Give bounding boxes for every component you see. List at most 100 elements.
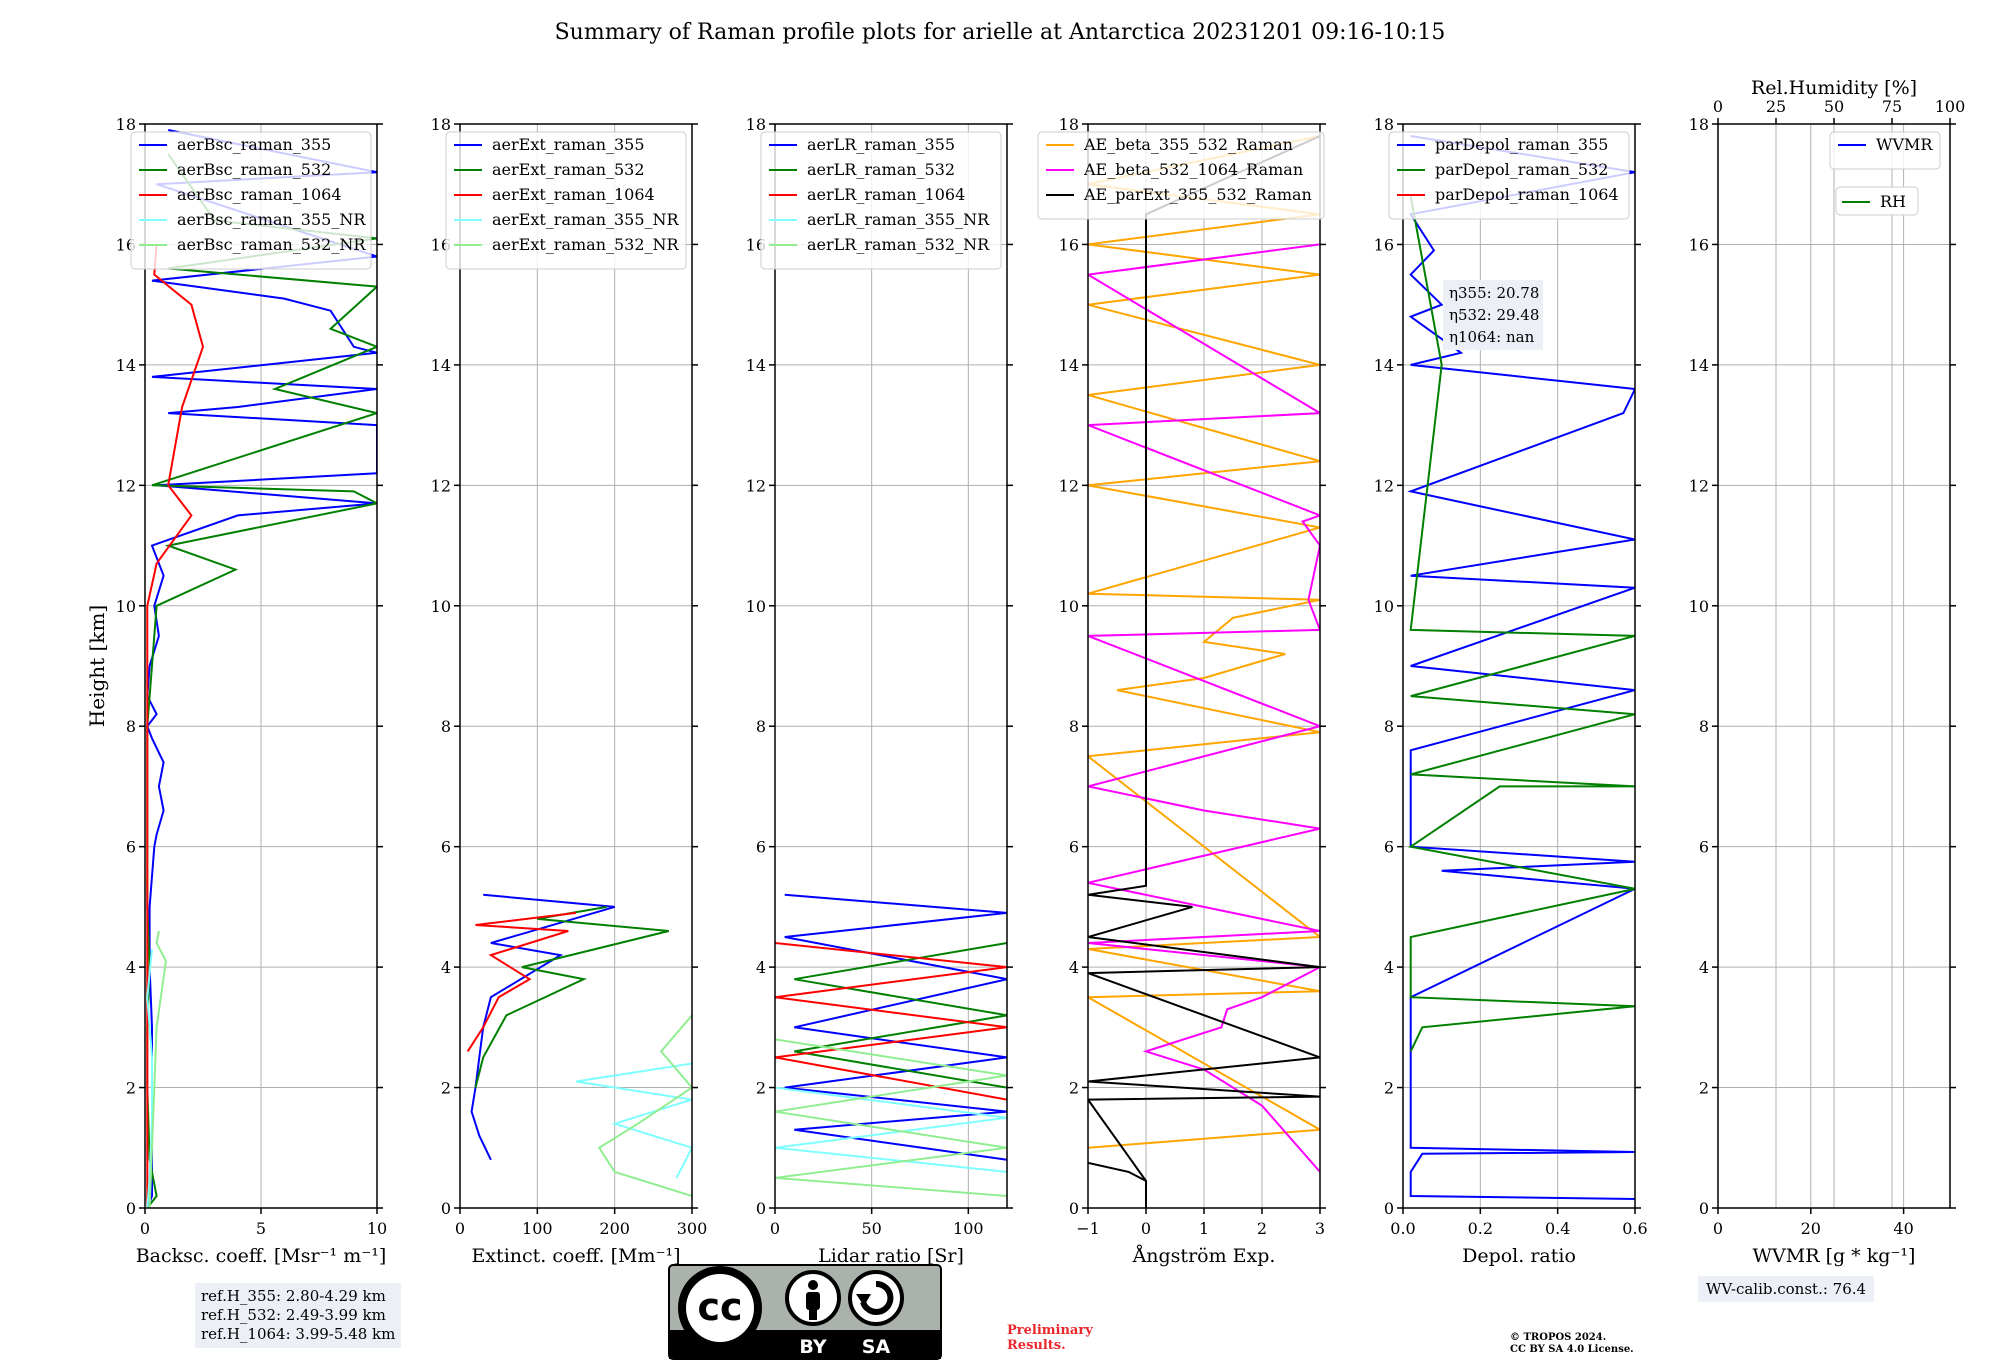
y-tick-label: 4 bbox=[126, 958, 136, 977]
legend-label: parDepol_raman_1064 bbox=[1435, 185, 1619, 204]
legend-label: aerBsc_raman_1064 bbox=[177, 185, 342, 204]
y-tick-label: 12 bbox=[116, 476, 136, 495]
legend-label: AE_beta_532_1064_Raman bbox=[1083, 160, 1303, 179]
top-x-tick-label: 25 bbox=[1766, 97, 1786, 116]
y-tick-label: 14 bbox=[116, 356, 136, 375]
y-tick-label: 8 bbox=[1384, 717, 1394, 736]
series-line-aerLR_raman_1064 bbox=[775, 942, 1007, 1101]
y-tick-label: 14 bbox=[746, 356, 766, 375]
legend: aerExt_raman_355 aerExt_raman_532 aerExt_r… bbox=[445, 131, 687, 270]
preliminary-line-1: Preliminary bbox=[1007, 1323, 1093, 1338]
y-tick-label: 18 bbox=[1689, 115, 1709, 134]
y-tick-label: 12 bbox=[431, 476, 451, 495]
series-line-aerExt_raman_532_NR bbox=[597, 1014, 692, 1197]
x-tick-label: 100 bbox=[522, 1219, 553, 1238]
y-tick-label: 8 bbox=[441, 717, 451, 736]
x-tick-label: 0 bbox=[770, 1219, 780, 1238]
y-tick-label: 6 bbox=[1384, 838, 1394, 857]
preliminary-line-2: Results. bbox=[1007, 1338, 1066, 1353]
series-line-aerExt_raman_355_NR bbox=[575, 1062, 692, 1179]
x-axis-label: Ångström Exp. bbox=[1132, 1245, 1276, 1267]
y-tick-label: 14 bbox=[431, 356, 451, 375]
y-tick-label: 0 bbox=[1384, 1199, 1394, 1218]
y-tick-label: 8 bbox=[756, 717, 766, 736]
y-tick-label: 6 bbox=[756, 838, 766, 857]
legend: AE_beta_355_532_Raman AE_beta_532_1064_Ra… bbox=[1037, 131, 1325, 220]
legend-box bbox=[1037, 131, 1325, 220]
legend-label: AE_beta_355_532_Raman bbox=[1083, 135, 1293, 154]
x-tick-label: 0.6 bbox=[1622, 1219, 1647, 1238]
y-tick-label: 18 bbox=[746, 115, 766, 134]
annotation-box bbox=[1443, 280, 1543, 350]
legend: WVMR RH bbox=[1829, 131, 1941, 216]
y-tick-label: 4 bbox=[441, 958, 451, 977]
legend-label: aerExt_raman_355_NR bbox=[492, 210, 680, 229]
series-group bbox=[1088, 135, 1320, 1208]
y-tick-label: 4 bbox=[756, 958, 766, 977]
y-tick-label: 6 bbox=[1069, 838, 1079, 857]
series-group bbox=[1407, 135, 1635, 1200]
x-axis-label: Extinct. coeff. [Mm⁻¹] bbox=[471, 1245, 680, 1267]
legend-label: aerExt_raman_1064 bbox=[492, 185, 655, 204]
y-tick-label: 10 bbox=[116, 597, 136, 616]
eta-annotation: η355: 20.78 η532: 29.48 η1064: nan bbox=[1443, 280, 1543, 350]
axes-frame bbox=[459, 123, 693, 1209]
legend-label: aerBsc_raman_532_NR bbox=[177, 235, 366, 254]
x-tick-label: 0.0 bbox=[1390, 1219, 1415, 1238]
legend-label: aerBsc_raman_532 bbox=[177, 160, 331, 179]
annotation-line: η1064: nan bbox=[1449, 328, 1535, 346]
x-tick-label: 40 bbox=[1893, 1219, 1913, 1238]
legend2-label: RH bbox=[1880, 192, 1906, 211]
legend-box bbox=[1829, 131, 1941, 170]
series-line-aerBsc_raman_532_NR bbox=[148, 930, 167, 1208]
y-tick-label: 0 bbox=[756, 1199, 766, 1218]
legend-label: aerLR_raman_532_NR bbox=[807, 235, 990, 254]
series-line-aerBsc_raman_1064 bbox=[146, 244, 205, 1208]
legend-label: AE_parExt_355_532_Raman bbox=[1083, 185, 1312, 204]
x-tick-label: 2 bbox=[1257, 1219, 1267, 1238]
y-tick-label: 8 bbox=[1699, 717, 1709, 736]
legend-box bbox=[1388, 131, 1630, 220]
y-tick-label: 10 bbox=[1059, 597, 1079, 616]
y-tick-label: 8 bbox=[1069, 717, 1079, 736]
legend-label: aerExt_raman_532_NR bbox=[492, 235, 680, 254]
series-group bbox=[775, 893, 1007, 1197]
copyright-line-2: CC BY SA 4.0 License. bbox=[1510, 1344, 1634, 1355]
y-tick-label: 18 bbox=[116, 115, 136, 134]
y-tick-label: 4 bbox=[1384, 958, 1394, 977]
series-line-parDepol_raman_355 bbox=[1407, 135, 1635, 1200]
annotation-line: η355: 20.78 bbox=[1449, 284, 1539, 302]
x-tick-label: 0 bbox=[455, 1219, 465, 1238]
x-tick-label: 200 bbox=[599, 1219, 630, 1238]
ref-height-532: ref.H_532: 2.49-3.99 km bbox=[201, 1306, 386, 1324]
series-line-aerLR_raman_355_NR bbox=[775, 1086, 1007, 1173]
series-line-aerBsc_raman_532 bbox=[146, 153, 377, 1208]
y-tick-label: 18 bbox=[1059, 115, 1079, 134]
y-tick-label: 6 bbox=[1699, 838, 1709, 857]
x-tick-label: 1 bbox=[1199, 1219, 1209, 1238]
legend: parDepol_raman_355 parDepol_raman_532 parD… bbox=[1388, 131, 1630, 220]
cc-license-badge: cc BY SA bbox=[668, 1264, 942, 1360]
x-tick-label: 0.4 bbox=[1545, 1219, 1570, 1238]
series-line-aerLR_raman_355 bbox=[784, 893, 1007, 1161]
sa-share-icon bbox=[848, 1270, 904, 1326]
legend-label: aerLR_raman_355_NR bbox=[807, 210, 990, 229]
y-tick-label: 2 bbox=[1699, 1079, 1709, 1098]
y-tick-label: 12 bbox=[746, 476, 766, 495]
legend: aerLR_raman_355 aerLR_raman_532 aerLR_rama… bbox=[760, 131, 1002, 270]
y-tick-label: 2 bbox=[756, 1079, 766, 1098]
y-tick-label: 18 bbox=[1374, 115, 1394, 134]
legend2-box bbox=[1835, 186, 1919, 216]
by-label: BY bbox=[799, 1336, 826, 1358]
top-x-tick-label: 100 bbox=[1935, 97, 1966, 116]
y-tick-label: 2 bbox=[1384, 1079, 1394, 1098]
y-tick-label: 0 bbox=[441, 1199, 451, 1218]
y-tick-label: 18 bbox=[431, 115, 451, 134]
y-tick-label: 16 bbox=[1689, 235, 1709, 254]
axes-frame bbox=[774, 123, 1008, 1209]
x-tick-label: 300 bbox=[677, 1219, 708, 1238]
x-tick-label: 100 bbox=[953, 1219, 984, 1238]
